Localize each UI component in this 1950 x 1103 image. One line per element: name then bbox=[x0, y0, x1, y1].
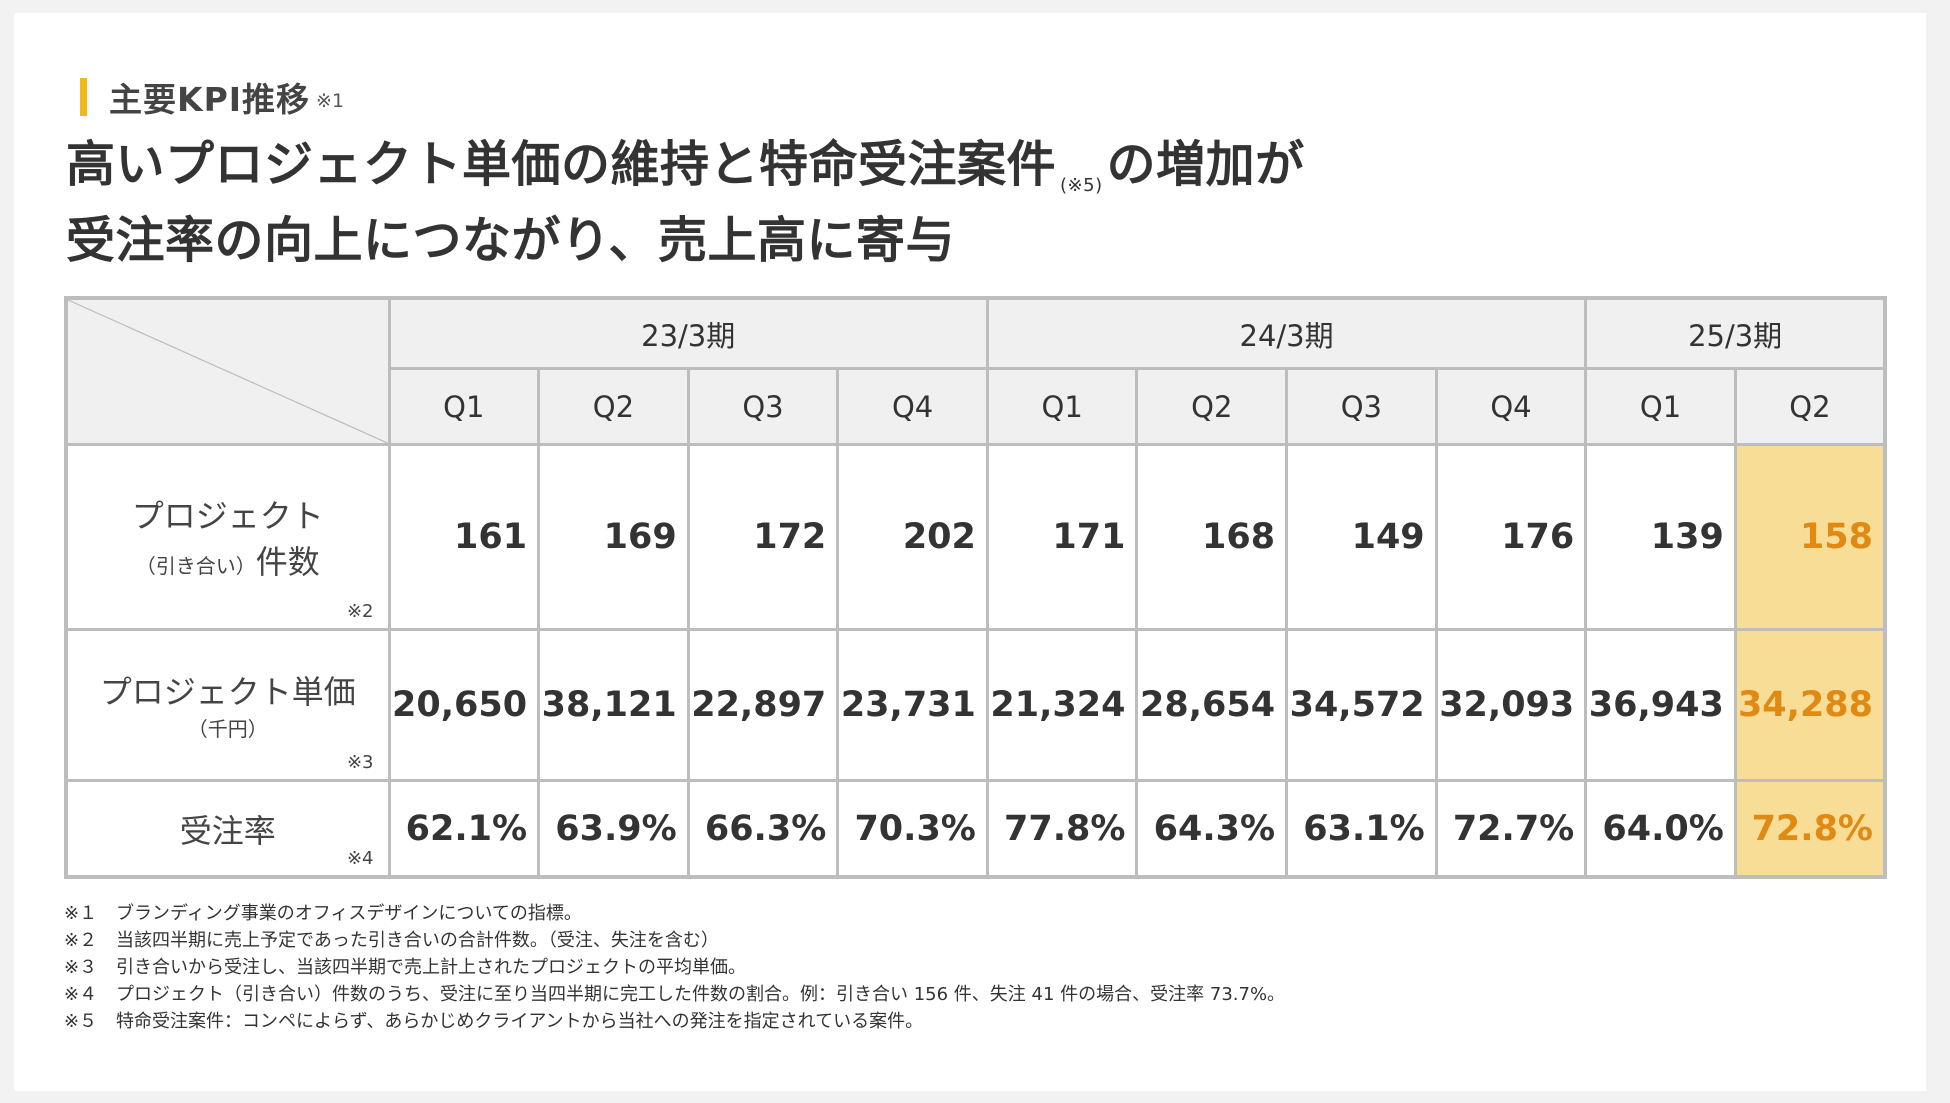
quarter-header: Q3 bbox=[686, 367, 840, 446]
row-label-mark: ※2 bbox=[346, 600, 374, 622]
row-label-mark: ※3 bbox=[346, 752, 374, 774]
table-cell: 202 bbox=[836, 443, 989, 631]
section-title: 主要KPI推移 bbox=[109, 80, 311, 119]
footnote: ※２ 当該四半期に売上予定であった引き合いの合計件数。（受注、失注を含む） bbox=[64, 927, 1285, 954]
row-label-sub: （千円） bbox=[187, 717, 268, 742]
table-cell: 63.9% bbox=[537, 779, 690, 879]
row-label-main-2: 件数 bbox=[255, 542, 320, 581]
footnote-mark: ※１ bbox=[64, 903, 98, 924]
footnote-text: 当該四半期に売上予定であった引き合いの合計件数。（受注、失注を含む） bbox=[116, 930, 719, 951]
quarter-header: Q4 bbox=[836, 367, 989, 446]
table-cell: 72.7% bbox=[1434, 779, 1588, 879]
headline-text-b: の増加が bbox=[1106, 136, 1305, 193]
table-cell: 139 bbox=[1584, 443, 1737, 631]
period-header: 25/3期 bbox=[1584, 296, 1887, 370]
period-header: 23/3期 bbox=[387, 296, 989, 370]
quarter-header: Q1 bbox=[1584, 367, 1737, 446]
table-cell: 172 bbox=[686, 443, 840, 631]
table-cell: 149 bbox=[1285, 443, 1438, 631]
quarter-header: Q2 bbox=[537, 367, 690, 446]
table-cell: 63.1% bbox=[1285, 779, 1438, 879]
table-cell: 28,654 bbox=[1135, 627, 1289, 783]
headline-text-a: 高いプロジェクト単価の維持と特命受注案件 bbox=[66, 136, 1057, 193]
table-cell-highlight: 34,288 bbox=[1733, 627, 1887, 783]
table-cell: 66.3% bbox=[686, 779, 840, 879]
row-label-main: プロジェクト単価 bbox=[99, 673, 356, 712]
headline-note: (※5) bbox=[1060, 175, 1103, 196]
quarter-header: Q4 bbox=[1434, 367, 1588, 446]
table-cell: 64.3% bbox=[1135, 779, 1289, 879]
section-note: ※1 bbox=[316, 90, 345, 112]
corner-diagonal bbox=[68, 300, 388, 443]
row-label-project-price: プロジェクト単価 （千円） ※3 bbox=[64, 627, 391, 783]
row-label-sub: （引き合い） bbox=[135, 553, 256, 578]
table-corner bbox=[64, 296, 391, 446]
table-cell: 77.8% bbox=[985, 779, 1139, 879]
kpi-table: 23/3期 24/3期 25/3期 Q1 Q2 Q3 Q4 Q1 Q2 Q3 Q… bbox=[64, 296, 1887, 879]
table-cell: 21,324 bbox=[985, 627, 1139, 783]
footnote: ※４ プロジェクト（引き合い）件数のうち、受注に至り当四半期に完工した件数の割合。… bbox=[64, 981, 1285, 1008]
footnote: ※３ 引き合いから受注し、当該四半期で売上計上されたプロジェクトの平均単価。 bbox=[64, 954, 1285, 981]
section-header: 主要KPI推移 ※1 bbox=[80, 77, 345, 119]
table-cell: 176 bbox=[1434, 443, 1588, 631]
footnote: ※５ 特命受注案件：コンペによらず、あらかじめクライアントから当社への発注を指定さ… bbox=[64, 1008, 1285, 1035]
table-cell: 34,572 bbox=[1285, 627, 1438, 783]
table-cell: 169 bbox=[537, 443, 690, 631]
row-label-main: プロジェクト bbox=[131, 496, 324, 535]
quarter-header: Q1 bbox=[985, 367, 1139, 446]
table-cell: 38,121 bbox=[537, 627, 690, 783]
footnote-mark: ※４ bbox=[64, 984, 98, 1005]
table-cell: 70.3% bbox=[836, 779, 989, 879]
table-cell-highlight: 158 bbox=[1733, 443, 1887, 631]
table-row: プロジェクト単価 （千円） ※3 20,650 38,121 22,897 23… bbox=[64, 627, 1887, 783]
footnote-text: ブランディング事業のオフィスデザインについての指標。 bbox=[116, 903, 582, 924]
footnote-mark: ※２ bbox=[64, 930, 98, 951]
table-cell: 36,943 bbox=[1584, 627, 1737, 783]
quarter-header: Q1 bbox=[387, 367, 541, 446]
footnote-mark: ※５ bbox=[64, 1011, 98, 1032]
row-label-mark: ※4 bbox=[346, 848, 374, 869]
table-cell: 64.0% bbox=[1584, 779, 1737, 879]
footnote-text: 特命受注案件：コンペによらず、あらかじめクライアントから当社への発注を指定されて… bbox=[116, 1011, 924, 1032]
headline-line-1: 高いプロジェクト単価の維持と特命受注案件 (※5)の増加が bbox=[66, 132, 1305, 208]
quarter-header: Q2 bbox=[1135, 367, 1289, 446]
table-cell: 168 bbox=[1135, 443, 1289, 631]
table-cell: 171 bbox=[985, 443, 1139, 631]
table-cell: 161 bbox=[387, 443, 541, 631]
row-label-order-rate: 受注率 ※4 bbox=[64, 779, 391, 879]
footnotes: ※１ ブランディング事業のオフィスデザインについての指標。 ※２ 当該四半期に売上予… bbox=[64, 900, 1285, 1035]
headline: 高いプロジェクト単価の維持と特命受注案件 (※5)の増加が 受注率の向上につながり… bbox=[66, 132, 1305, 273]
footnote: ※１ ブランディング事業のオフィスデザインについての指標。 bbox=[64, 900, 1285, 927]
accent-bar bbox=[80, 78, 87, 116]
table-cell-highlight: 72.8% bbox=[1733, 779, 1887, 879]
row-label-project-count: プロジェクト （引き合い）件数 ※2 bbox=[64, 443, 391, 631]
quarter-header: Q3 bbox=[1285, 367, 1438, 446]
row-label-main: 受注率 bbox=[179, 811, 276, 850]
table-row: プロジェクト （引き合い）件数 ※2 161 169 172 202 171 1… bbox=[64, 443, 1887, 631]
footnote-text: プロジェクト（引き合い）件数のうち、受注に至り当四半期に完工した件数の割合。例：… bbox=[116, 984, 1286, 1005]
table-cell: 23,731 bbox=[836, 627, 989, 783]
footnote-mark: ※３ bbox=[64, 957, 98, 978]
footnote-text: 引き合いから受注し、当該四半期で売上計上されたプロジェクトの平均単価。 bbox=[116, 957, 746, 978]
table-row: 受注率 ※4 62.1% 63.9% 66.3% 70.3% 77.8% 64.… bbox=[64, 779, 1887, 879]
period-header: 24/3期 bbox=[985, 296, 1588, 370]
table-cell: 20,650 bbox=[387, 627, 541, 783]
table-cell: 22,897 bbox=[686, 627, 840, 783]
table-cell: 32,093 bbox=[1434, 627, 1588, 783]
table-cell: 62.1% bbox=[387, 779, 541, 879]
headline-line-2: 受注率の向上につながり、売上高に寄与 bbox=[66, 212, 956, 269]
quarter-header: Q2 bbox=[1733, 367, 1887, 446]
